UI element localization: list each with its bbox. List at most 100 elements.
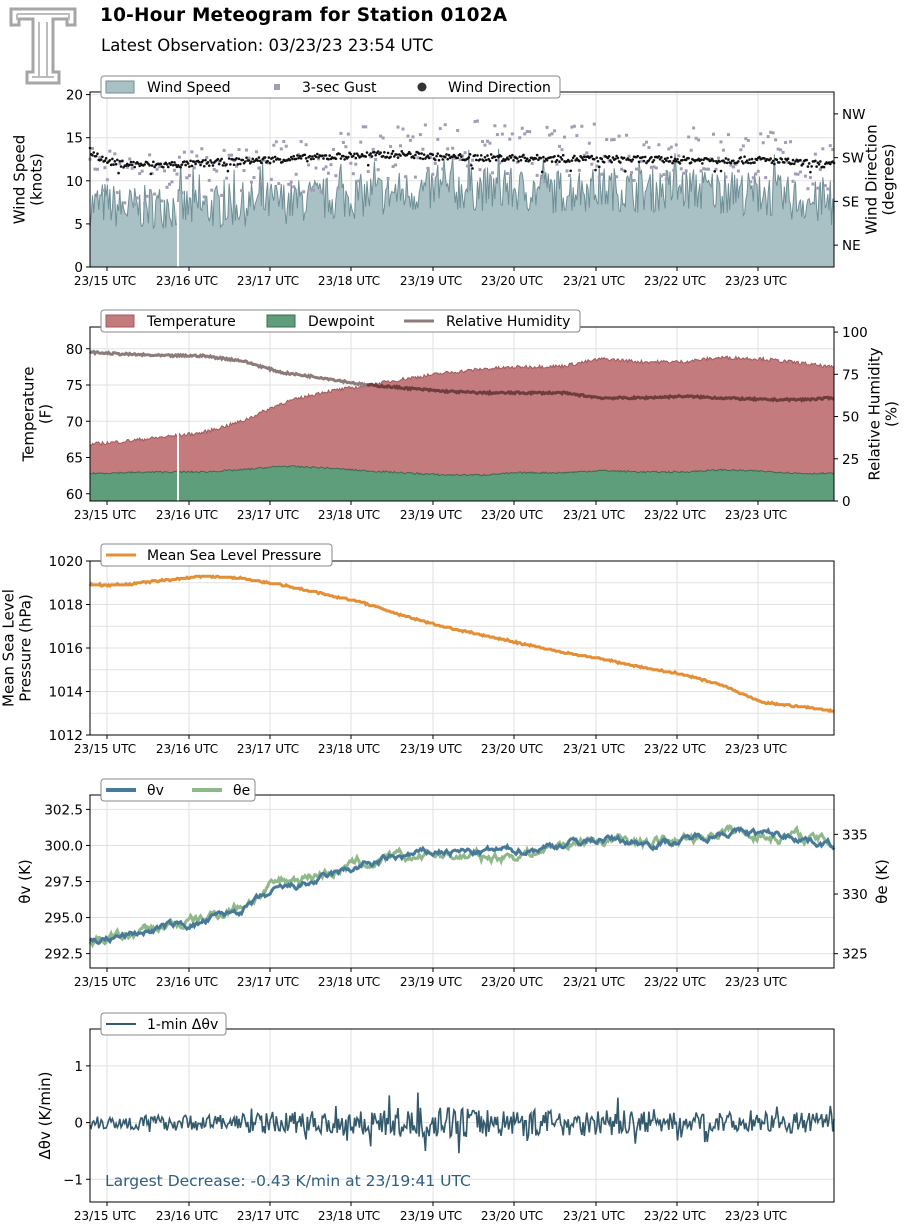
- gust-point: [510, 132, 514, 136]
- gust-point: [396, 125, 400, 129]
- wind-direction-point: [580, 156, 584, 159]
- gust-point: [677, 154, 681, 158]
- wind-direction-point: [807, 162, 811, 165]
- x-tick-label: 23/23 UTC: [725, 508, 787, 522]
- wind-direction-point: [104, 157, 108, 160]
- gust-point: [495, 133, 499, 137]
- gust-point: [808, 176, 812, 180]
- gust-point: [816, 186, 820, 190]
- gust-point: [744, 137, 748, 141]
- gust-point: [570, 125, 574, 129]
- gust-point: [627, 154, 631, 158]
- gust-point: [175, 172, 179, 176]
- wind-direction-point: [94, 154, 98, 158]
- wind-direction-point: [479, 154, 483, 157]
- wind-direction-point: [525, 157, 529, 161]
- wind-direction-point: [114, 162, 118, 166]
- gust-point: [299, 140, 303, 144]
- wind-direction-point: [152, 160, 155, 164]
- wind-direction-point: [637, 160, 641, 164]
- x-tick-label: 23/22 UTC: [644, 508, 706, 522]
- x-tick-label: 23/16 UTC: [156, 742, 218, 756]
- y-axis-label: Temperature: [20, 366, 38, 462]
- gust-point: [605, 138, 609, 142]
- dewpoint-line: [89, 465, 835, 477]
- wind-direction-point: [101, 155, 104, 159]
- wind-direction-point: [719, 169, 723, 173]
- wind-direction-point: [324, 154, 328, 157]
- wind-direction-point: [456, 156, 459, 160]
- wind-direction-point: [171, 163, 175, 167]
- y2-axis-label: (%): [883, 401, 901, 427]
- x-tick-label: 23/18 UTC: [318, 274, 380, 288]
- wind-direction-point: [133, 165, 137, 169]
- wind-direction-point: [315, 152, 319, 156]
- x-tick-label: 23/19 UTC: [400, 508, 462, 522]
- gust-point: [798, 170, 802, 174]
- wind-direction-point: [494, 158, 498, 162]
- wind-direction-point: [245, 156, 248, 159]
- wind-direction-point: [724, 157, 728, 160]
- wind-direction-point: [524, 159, 528, 163]
- wind-direction-point: [374, 153, 377, 157]
- x-tick-label: 23/19 UTC: [400, 975, 462, 989]
- wind-direction-point: [773, 162, 776, 166]
- wind-direction-point: [417, 152, 421, 155]
- gust-point: [423, 123, 427, 127]
- wind-direction-point: [619, 161, 622, 164]
- gust-point: [515, 160, 519, 164]
- gust-point: [707, 167, 711, 171]
- gust-point: [580, 124, 584, 128]
- gust-point: [374, 157, 378, 161]
- wind-direction-point: [780, 157, 784, 161]
- gust-point: [493, 124, 497, 128]
- wind-direction-point: [814, 159, 817, 163]
- wind-direction-point: [396, 156, 400, 159]
- wind-direction-point: [409, 152, 412, 156]
- wind-direction-point: [470, 164, 473, 167]
- gust-point: [354, 162, 358, 166]
- y-tick-label: 15: [66, 131, 83, 147]
- wind-direction-point: [272, 160, 276, 163]
- wind-direction-point: [540, 170, 544, 174]
- wind-direction-point: [710, 157, 714, 161]
- legend-box: [100, 75, 561, 99]
- y-tick-label: 75: [66, 378, 83, 394]
- gust-point: [451, 146, 455, 150]
- wind-direction-point: [225, 163, 228, 166]
- gust-point: [349, 161, 353, 165]
- wind-direction-point: [559, 155, 563, 159]
- gust-point: [550, 132, 554, 136]
- wind-direction-point: [186, 162, 190, 165]
- gust-point: [729, 163, 733, 167]
- wind-direction-point: [676, 158, 679, 161]
- x-tick-label: 23/22 UTC: [644, 742, 706, 756]
- wind-direction-point: [715, 161, 719, 165]
- dewpoint-area: [90, 465, 834, 501]
- wind-direction-point: [92, 151, 96, 154]
- wind-direction-point: [447, 153, 451, 157]
- x-tick-label: 23/21 UTC: [563, 742, 625, 756]
- legend-label: 1-min Δθv: [147, 1017, 218, 1033]
- wind-direction-point: [555, 158, 559, 162]
- x-tick-label: 23/16 UTC: [156, 1209, 218, 1223]
- wind-direction-point: [349, 152, 353, 156]
- wind-direction-point: [569, 169, 572, 173]
- gust-point: [625, 133, 629, 137]
- wind-direction-point: [571, 156, 575, 160]
- wind-direction-point: [558, 160, 561, 163]
- gust-point: [143, 202, 147, 206]
- wind-direction-point: [488, 159, 492, 163]
- gust-point: [262, 158, 266, 162]
- y2-tick-label: 25: [842, 452, 859, 468]
- gust-point: [336, 186, 340, 190]
- gust-point: [687, 135, 691, 139]
- gust-point: [476, 119, 480, 123]
- wind-direction-point: [542, 155, 545, 159]
- y2-axis-label: Relative Humidity: [866, 347, 884, 480]
- wind-direction-point: [657, 155, 661, 158]
- gust-point: [232, 158, 236, 162]
- gust-point: [240, 189, 244, 193]
- gust-point: [403, 175, 407, 179]
- pressure-panel: 23/15 UTC 23/16 UTC 23/17 UTC 23/18 UTC 23/1…: [0, 543, 835, 756]
